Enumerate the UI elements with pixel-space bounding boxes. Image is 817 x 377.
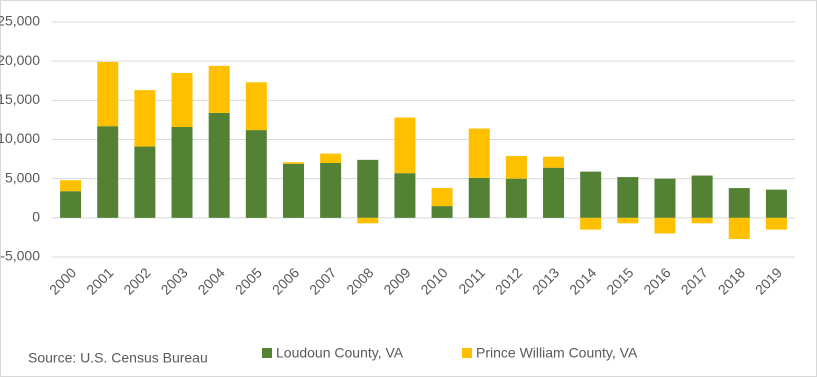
y-tick-label: 25,000 [0,13,40,29]
bar [171,72,193,127]
bar [134,146,156,218]
bar [580,217,602,230]
bar [431,206,453,218]
bar [431,188,453,207]
bar [282,163,304,218]
bar [543,156,565,168]
y-tick-label: 5,000 [5,169,40,185]
bar [617,177,639,218]
legend-swatch [262,348,272,358]
bar [543,167,565,218]
legend-label: Prince William County, VA [476,345,638,361]
bar [505,155,527,179]
bar [728,188,750,218]
bar [468,128,490,178]
bar [97,126,119,218]
bar [208,112,230,218]
y-tick-label: 10,000 [0,130,40,146]
bar [505,178,527,218]
bar [320,153,342,163]
bar [617,217,639,224]
bar [208,65,230,113]
bar [765,217,787,230]
bar [357,217,379,224]
bar [691,175,713,218]
bar [691,217,713,224]
y-tick-label: 0 [32,209,40,225]
y-tick-label: 15,000 [0,91,40,107]
bar [282,162,304,164]
bar [765,189,787,218]
legend-swatch [462,348,472,358]
bar [97,61,119,127]
bar [60,191,82,218]
bar [728,217,750,239]
bar [654,217,676,234]
bar [654,178,676,218]
bar [357,159,379,218]
bar [394,117,416,174]
bar [468,177,490,218]
bar [134,90,156,147]
y-tick-label: 20,000 [0,52,40,68]
bar [320,163,342,218]
bar [580,171,602,218]
y-tick-label: -5,000 [0,248,40,264]
bar [171,126,193,218]
bar [245,82,267,131]
bar [60,180,82,192]
bar [245,130,267,218]
bar [394,173,416,218]
legend-label: Loudoun County, VA [276,345,404,361]
source-note: Source: U.S. Census Bureau [28,350,208,366]
